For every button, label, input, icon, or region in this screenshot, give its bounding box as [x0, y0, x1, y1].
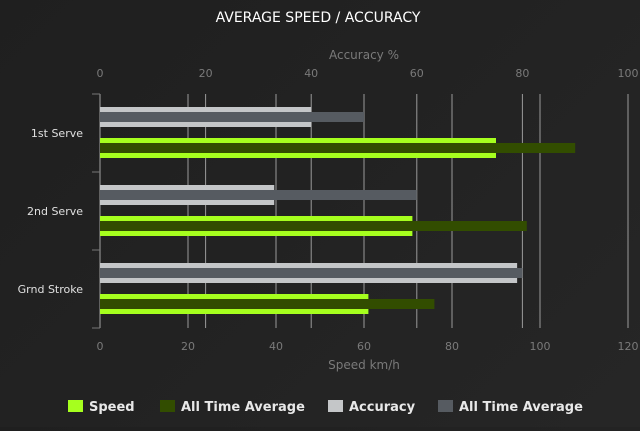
legend-swatch — [328, 400, 343, 412]
legend-label: All Time Average — [459, 400, 583, 415]
bottom-tick-label: 60 — [357, 340, 371, 353]
legend-swatch — [68, 400, 83, 412]
chart-title: AVERAGE SPEED / ACCURACY — [216, 10, 421, 26]
bottom-tick-label: 20 — [181, 340, 195, 353]
top-tick-label: 40 — [304, 67, 318, 80]
bottom-axis-label: Speed km/h — [328, 358, 400, 372]
category-label: 2nd Serve — [27, 205, 83, 218]
bottom-tick-label: 40 — [269, 340, 283, 353]
bar-accuracy-all-time-average — [100, 112, 364, 122]
top-axis-label: Accuracy % — [329, 48, 399, 62]
legend-swatch — [438, 400, 453, 412]
top-tick-label: 60 — [410, 67, 424, 80]
top-tick-label: 0 — [97, 67, 104, 80]
category-label: 1st Serve — [31, 127, 83, 140]
bottom-tick-label: 0 — [97, 340, 104, 353]
bar-speed-all-time-average — [100, 221, 527, 231]
top-tick-label: 100 — [618, 67, 639, 80]
bar-speed-all-time-average — [100, 143, 576, 153]
legend-label: All Time Average — [181, 400, 305, 415]
category-label: Grnd Stroke — [18, 283, 84, 296]
bottom-tick-label: 80 — [445, 340, 459, 353]
bottom-tick-label: 100 — [530, 340, 551, 353]
bar-accuracy-all-time-average — [100, 190, 417, 200]
legend-swatch — [160, 400, 175, 412]
bar-accuracy-all-time-average — [100, 268, 523, 278]
top-tick-label: 80 — [515, 67, 529, 80]
legend-label: Accuracy — [349, 400, 416, 415]
bottom-tick-label: 120 — [618, 340, 639, 353]
bar-speed-all-time-average — [100, 299, 435, 309]
legend-label: Speed — [89, 400, 135, 415]
top-tick-label: 20 — [199, 67, 213, 80]
